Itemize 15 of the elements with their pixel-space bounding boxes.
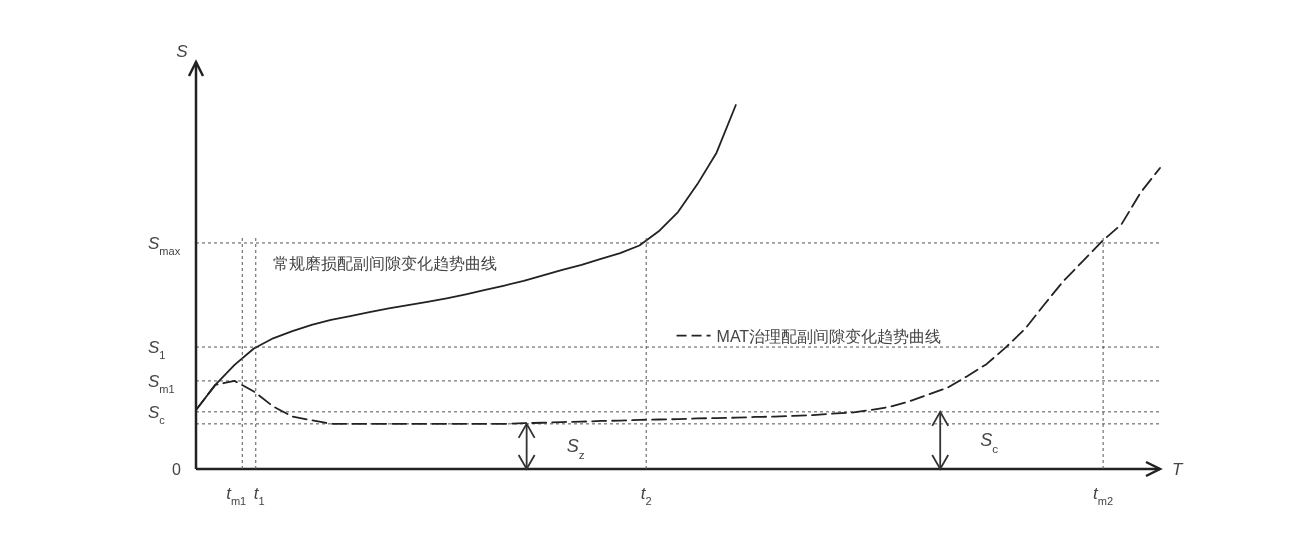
annotation: S$_{c}$ xyxy=(980,430,999,455)
annotation: S$_{z}$ xyxy=(566,436,585,461)
text: t$_{2}$ xyxy=(640,484,652,507)
text: t$_{m2}$ xyxy=(1093,484,1114,507)
text: 0 xyxy=(172,461,181,478)
series-label: 常规磨损配副间隙变化趋势曲线 xyxy=(273,254,498,272)
ref-line-label: S$_{max}$ xyxy=(148,233,181,257)
text: t$_{1}$ xyxy=(253,484,265,507)
text: t$_{m1}$ xyxy=(226,484,247,507)
ref-line-label: S$_{m1}$ xyxy=(148,371,175,395)
y-axis-title: S xyxy=(176,42,189,61)
ref-line-label: S$_{1}$ xyxy=(148,338,166,362)
x-axis-title: T xyxy=(1172,460,1184,479)
ref-line-label: S$_{c}$ xyxy=(148,402,166,426)
legend-label: MAT治理配副间隙变化趋势曲线 xyxy=(716,327,942,345)
